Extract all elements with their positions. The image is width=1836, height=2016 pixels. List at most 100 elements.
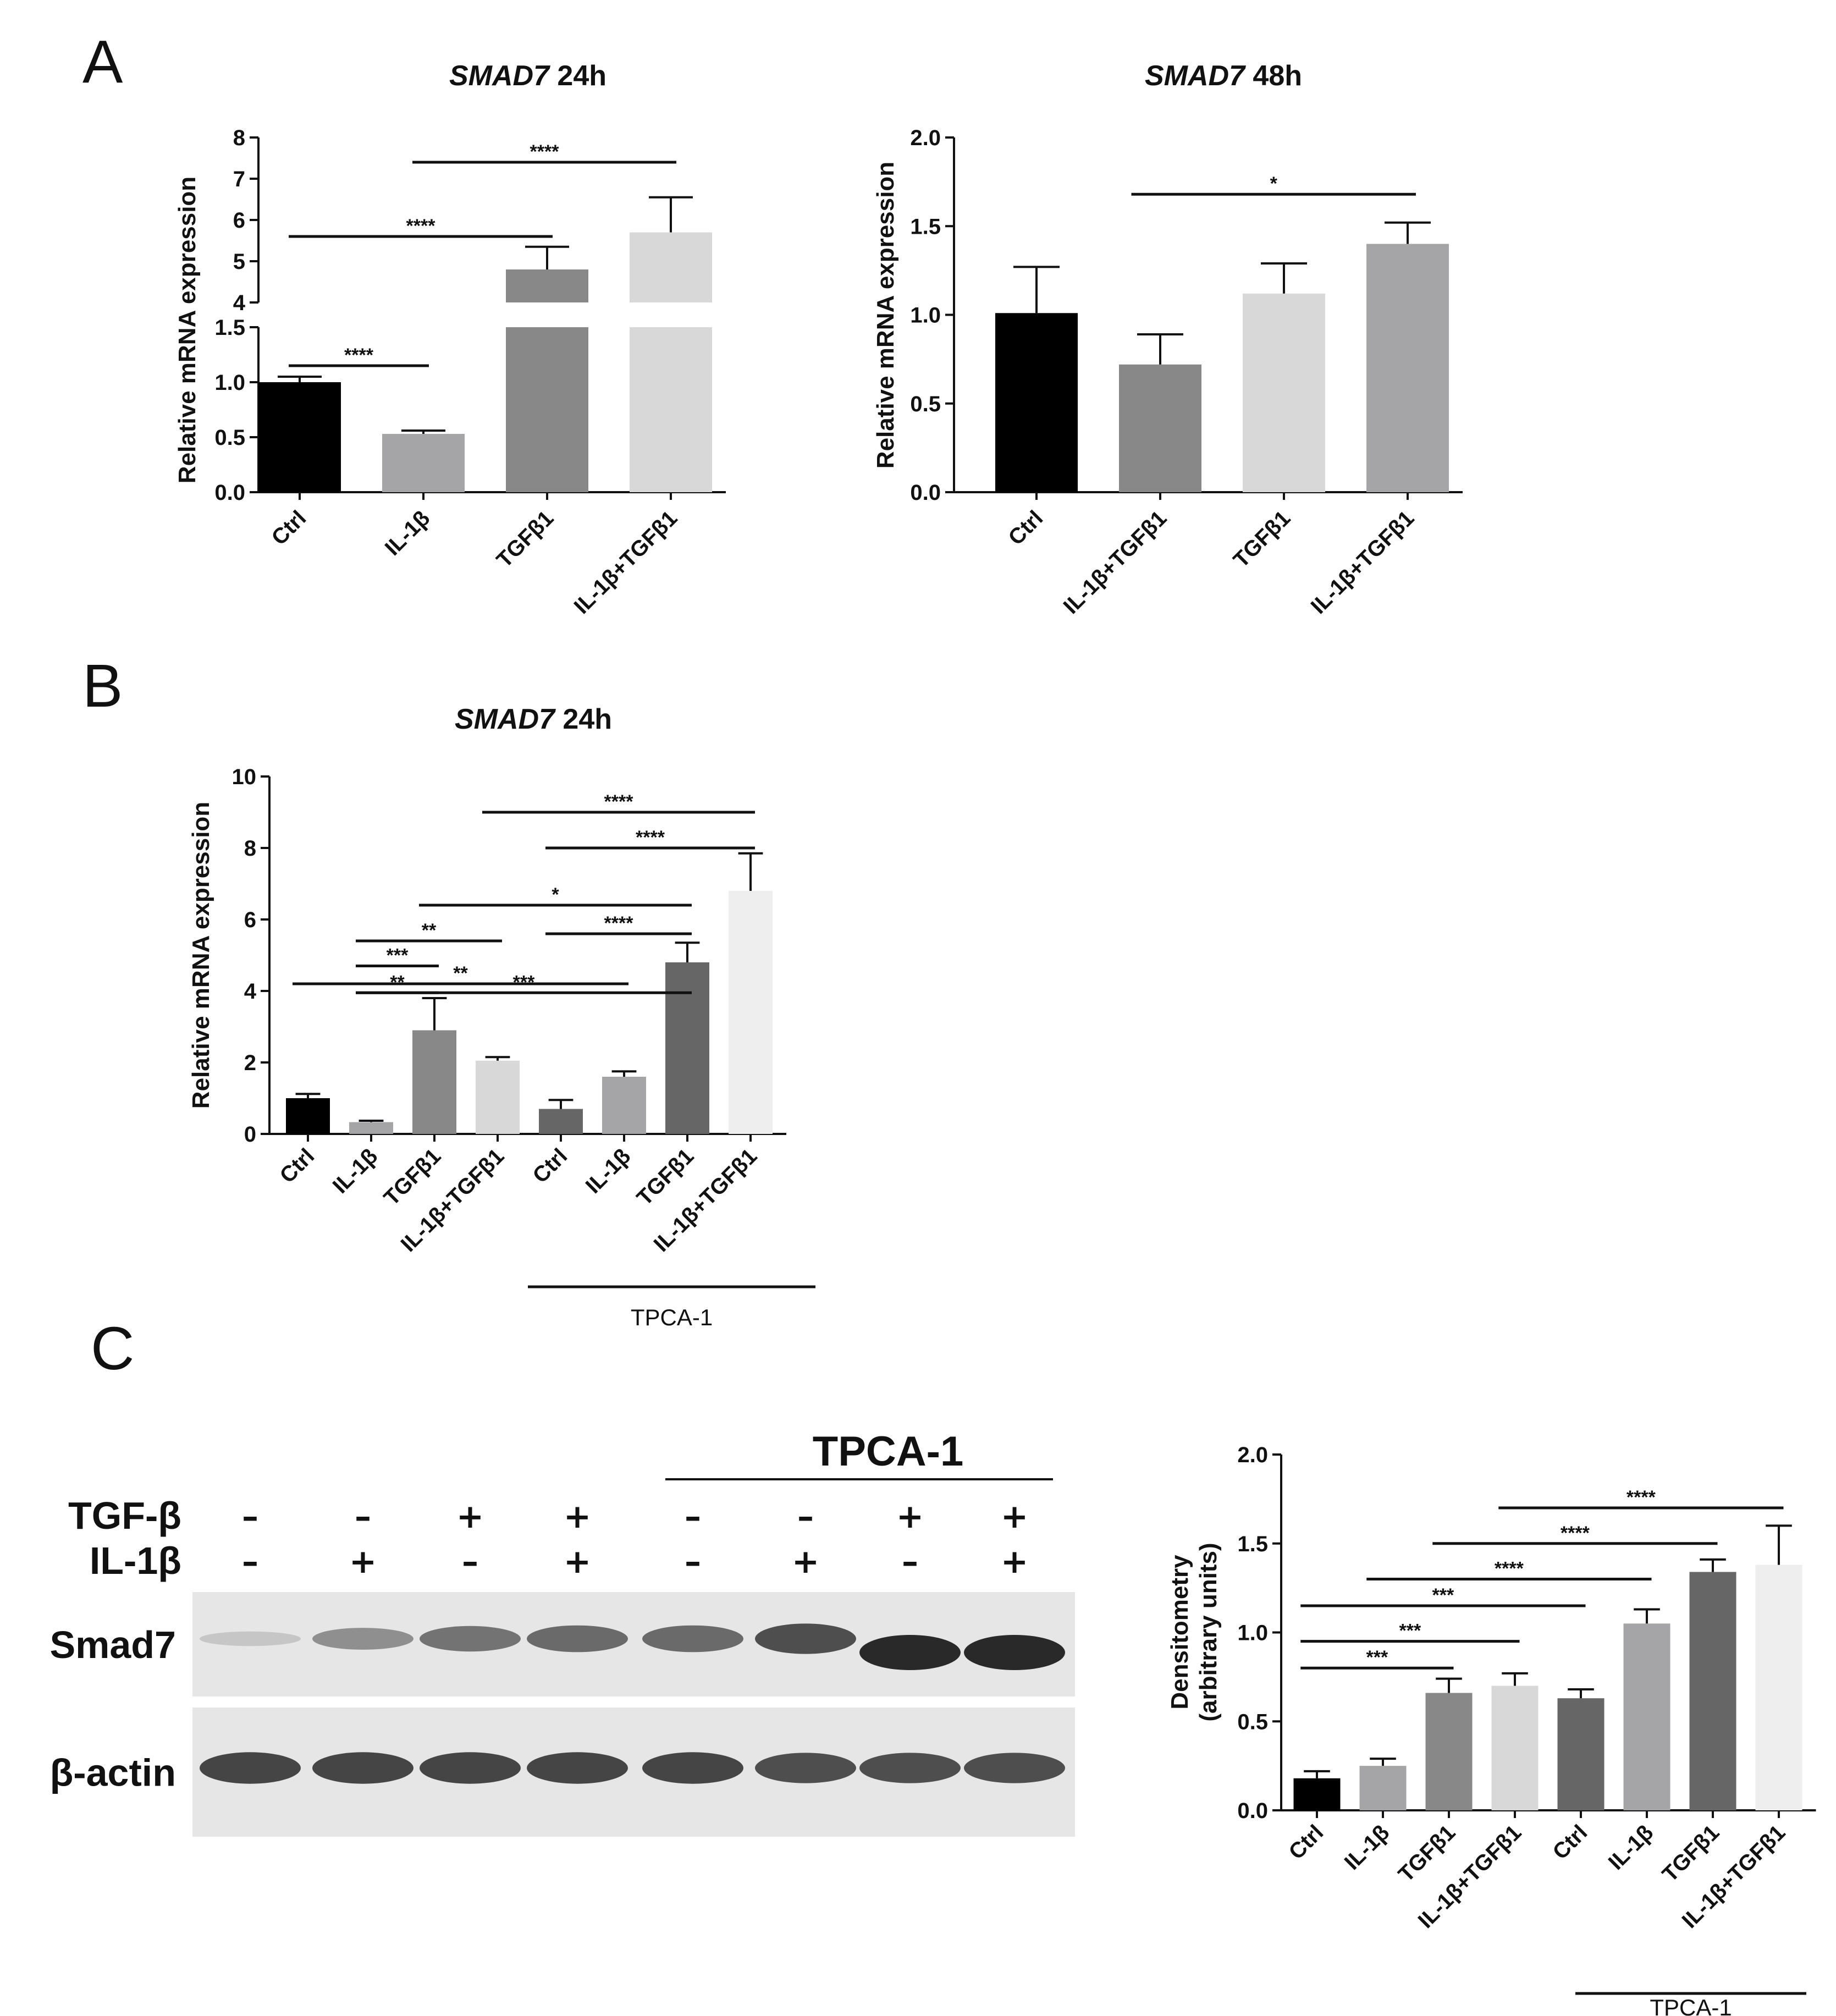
significance-label: *** bbox=[387, 945, 409, 966]
y-axis-label-line1: Densitometry bbox=[1166, 1555, 1193, 1710]
treatment-sign: + bbox=[896, 1497, 924, 1536]
group-label: TPCA-1 bbox=[631, 1304, 713, 1330]
bar-6 bbox=[1623, 1623, 1670, 1810]
blot-band bbox=[420, 1752, 521, 1784]
bar-1 bbox=[258, 382, 341, 492]
category-label: IL-1β bbox=[381, 506, 435, 560]
y-tick-label: 4 bbox=[233, 291, 246, 315]
category-label: IL-1β bbox=[1340, 1820, 1394, 1875]
chart-title-timepoint: 48h bbox=[1245, 60, 1302, 92]
blot-band bbox=[200, 1631, 301, 1646]
bar-8 bbox=[1755, 1565, 1802, 1810]
band-label: Smad7 bbox=[49, 1623, 176, 1666]
blot-band bbox=[312, 1752, 413, 1784]
blot-band bbox=[642, 1625, 743, 1653]
tpca-label: TPCA-1 bbox=[813, 1428, 963, 1475]
y-tick-label: 0.5 bbox=[214, 426, 245, 450]
y-axis-label: Relative mRNA expression bbox=[188, 802, 214, 1109]
band-label: β-actin bbox=[50, 1751, 176, 1794]
bar-2 bbox=[1119, 364, 1201, 492]
y-tick-label: 4 bbox=[244, 979, 257, 1004]
blot-band bbox=[527, 1625, 628, 1653]
blot-band bbox=[642, 1752, 743, 1784]
y-axis-label: Relative mRNA expression bbox=[174, 177, 201, 483]
significance-label: * bbox=[1270, 173, 1278, 194]
bar-2 bbox=[349, 1122, 393, 1134]
y-tick-label: 6 bbox=[233, 208, 245, 233]
treatment-row-label: TGF-β bbox=[68, 1494, 181, 1537]
y-tick-label: 1.0 bbox=[214, 371, 245, 395]
category-label: Ctrl bbox=[275, 1144, 319, 1188]
significance-label: ** bbox=[390, 972, 405, 993]
significance-label: **** bbox=[530, 141, 560, 162]
blot-band bbox=[859, 1635, 961, 1670]
bar-5 bbox=[1557, 1698, 1605, 1810]
bar-3 bbox=[1243, 293, 1325, 492]
y-tick-label: 0.0 bbox=[214, 481, 245, 505]
treatment-sign: + bbox=[349, 1543, 377, 1581]
significance-label: * bbox=[552, 884, 559, 905]
blot-band bbox=[527, 1752, 628, 1784]
blot-band bbox=[200, 1752, 301, 1784]
bar-2 bbox=[1359, 1766, 1407, 1810]
category-label: IL-1β bbox=[328, 1144, 383, 1198]
treatment-sign: – bbox=[902, 1543, 918, 1581]
panel-letter-c: C bbox=[91, 1315, 134, 1382]
category-label: TGFβ1 bbox=[1229, 506, 1295, 572]
bar-1 bbox=[995, 313, 1078, 492]
blot-band bbox=[964, 1635, 1065, 1670]
chart-smad7-24h: SMAD7 24h Relative mRNA expression 0.0 0.5 1… bbox=[174, 60, 726, 619]
blot-band bbox=[964, 1753, 1065, 1783]
treatment-row-label: IL-1β bbox=[90, 1539, 181, 1582]
chart-densitometry: Densitometry (arbitrary units) 0.0 0.5 1.0 1.… bbox=[1166, 1443, 1816, 2016]
chart-smad7-48h: SMAD7 48h Relative mRNA expression 0.0 0.5 1… bbox=[872, 60, 1463, 619]
significance-label: *** bbox=[513, 972, 535, 993]
treatment-sign: – bbox=[355, 1497, 371, 1536]
category-label: IL-1β bbox=[581, 1144, 636, 1198]
y-tick-label: 8 bbox=[233, 126, 245, 150]
bar-4-upper bbox=[630, 232, 712, 302]
treatment-sign: – bbox=[242, 1497, 258, 1536]
treatment-sign: – bbox=[242, 1543, 258, 1581]
significance-label: **** bbox=[344, 345, 374, 366]
category-label: Ctrl bbox=[1284, 1820, 1328, 1864]
group-label: TPCA-1 bbox=[1650, 1995, 1732, 2016]
treatment-sign: + bbox=[564, 1543, 591, 1581]
y-tick-label: 1.0 bbox=[1237, 1621, 1268, 1645]
blot-band bbox=[859, 1753, 961, 1783]
y-tick-label: 0 bbox=[244, 1122, 256, 1147]
category-label: TGFβ1 bbox=[492, 506, 559, 572]
y-tick-label: 1.5 bbox=[214, 316, 245, 340]
bar-3 bbox=[1425, 1693, 1473, 1810]
significance-label: *** bbox=[1399, 1621, 1421, 1642]
treatment-sign: + bbox=[456, 1497, 484, 1536]
bar-3 bbox=[412, 1030, 456, 1134]
chart-title-timepoint: 24h bbox=[555, 703, 612, 735]
blot-band bbox=[312, 1628, 413, 1650]
y-tick-label: 5 bbox=[233, 250, 245, 274]
treatment-sign: – bbox=[685, 1543, 701, 1581]
y-tick-label: 7 bbox=[233, 167, 245, 191]
treatment-sign: + bbox=[792, 1543, 819, 1581]
bar-2 bbox=[382, 434, 465, 492]
significance-label: **** bbox=[636, 827, 665, 848]
panel-letter-b: B bbox=[82, 652, 123, 720]
significance-label: **** bbox=[406, 216, 436, 236]
y-tick-label: 10 bbox=[232, 765, 257, 789]
y-tick-label: 0.5 bbox=[910, 392, 941, 416]
bar-4 bbox=[476, 1060, 520, 1134]
bar-3-upper bbox=[506, 269, 588, 302]
y-tick-label: 1.0 bbox=[910, 304, 941, 328]
treatment-sign: – bbox=[685, 1497, 701, 1536]
bar-4 bbox=[1491, 1685, 1539, 1810]
western-blot: TPCA-1 TGF-β – – + + – – + + IL-1β – + – + – + – + Smad7 β-a… bbox=[49, 1428, 1075, 1837]
chart-title-gene: SMAD7 bbox=[449, 60, 550, 92]
chart-title-gene: SMAD7 bbox=[1145, 60, 1246, 92]
y-axis-label: Relative mRNA expression bbox=[872, 162, 899, 469]
chart-title: SMAD7 48h bbox=[1145, 60, 1302, 92]
chart-title-gene: SMAD7 bbox=[455, 703, 556, 735]
y-tick-label: 6 bbox=[244, 908, 256, 932]
chart-title: SMAD7 24h bbox=[449, 60, 607, 92]
y-axis-label-line2: (arbitrary units) bbox=[1195, 1543, 1222, 1721]
bar-8 bbox=[729, 891, 773, 1134]
